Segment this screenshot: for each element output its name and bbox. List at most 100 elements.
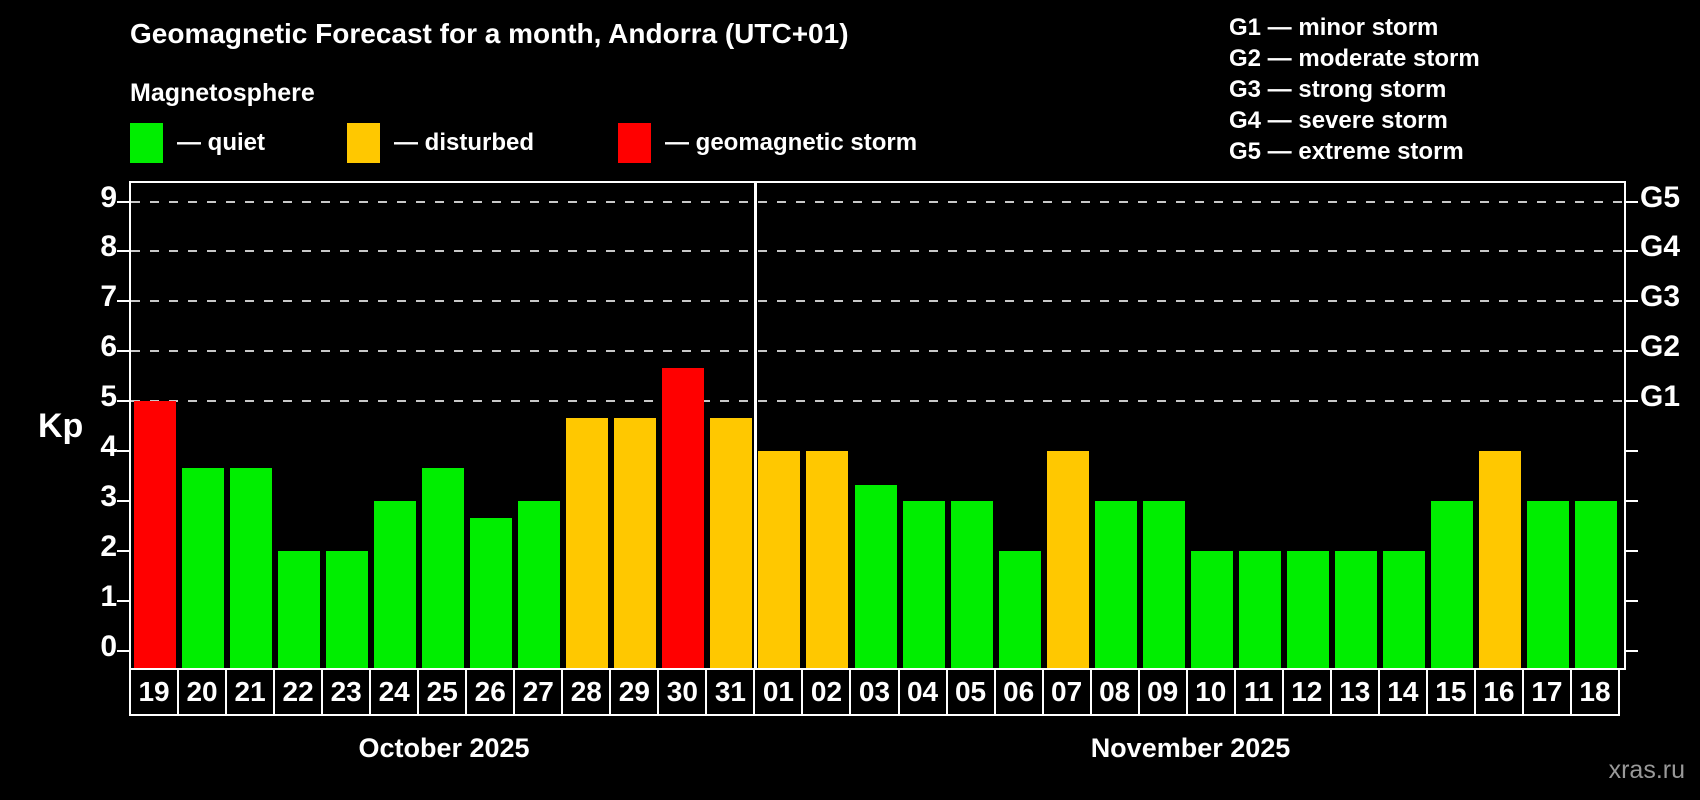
chart-title: Geomagnetic Forecast for a month, Andorr… (130, 18, 849, 49)
y-tick-label: 2 (100, 530, 117, 564)
y-axis-tick-right (1626, 550, 1638, 553)
y-axis-tick-left (117, 500, 129, 503)
y-tick-label: 7 (100, 280, 117, 314)
dashed-gridline-kp6 (131, 350, 1624, 353)
day-label: 22 (273, 668, 324, 716)
day-label: 27 (513, 668, 564, 716)
day-label: 02 (801, 668, 852, 716)
day-label: 04 (897, 668, 948, 716)
kp-bar-day-24 (374, 501, 417, 668)
y-axis-tick-left (117, 350, 129, 353)
kp-bar-day-17 (1526, 501, 1569, 668)
day-label: 16 (1473, 668, 1524, 716)
dashed-gridline-kp8 (131, 250, 1624, 253)
disturbed-color-swatch (347, 123, 380, 163)
kp-bar-day-14 (1382, 551, 1425, 668)
kp-bar-day-03 (854, 484, 897, 668)
g-scale-tick-label-g5: G5 (1640, 180, 1681, 214)
y-tick-label: 9 (100, 180, 117, 214)
y-tick-label: 8 (100, 230, 117, 264)
y-axis-tick-right (1626, 200, 1638, 203)
y-axis-tick-right (1626, 350, 1638, 353)
day-label: 01 (753, 668, 804, 716)
legend-item-disturbed: — disturbed (347, 121, 534, 165)
storm-scale-item-g4: G4 — severe storm (1229, 107, 1448, 134)
kp-bar-day-28 (566, 417, 609, 668)
kp-bar-day-23 (326, 551, 369, 668)
storm-scale-item-g3: G3 — strong storm (1229, 76, 1447, 103)
day-label: 07 (1041, 668, 1092, 716)
legend-label-storm: — geomagnetic storm (665, 129, 918, 156)
day-label: 24 (369, 668, 420, 716)
y-axis-tick-right (1626, 450, 1638, 453)
kp-bar-day-13 (1334, 551, 1377, 668)
y-axis-tick-left (117, 200, 129, 203)
day-label: 08 (1089, 668, 1140, 716)
y-axis-tick-right (1626, 400, 1638, 403)
storm-scale-item-g2: G2 — moderate storm (1229, 45, 1480, 72)
g-scale-tick-label-g2: G2 (1640, 330, 1681, 364)
y-tick-label: 6 (100, 330, 117, 364)
day-label: 12 (1281, 668, 1332, 716)
kp-bar-day-04 (902, 501, 945, 668)
day-label: 31 (705, 668, 756, 716)
month-label-november: November 2025 (1090, 733, 1291, 763)
legend-item-quiet: — quiet (130, 121, 265, 165)
day-label: 11 (1233, 668, 1284, 716)
kp-bar-day-30 (662, 367, 705, 668)
storm-scale-item-g5: G5 — extreme storm (1229, 138, 1464, 165)
dashed-gridline-kp5 (131, 400, 1624, 403)
g-scale-tick-label-g1: G1 (1640, 380, 1681, 414)
kp-bar-day-25 (422, 467, 465, 668)
y-axis-tick-left (117, 450, 129, 453)
plot-area (117, 181, 1638, 670)
kp-bar-day-01 (758, 451, 801, 668)
y-tick-label: 5 (100, 380, 117, 414)
day-label: 28 (561, 668, 612, 716)
kp-bar-day-26 (470, 517, 513, 668)
kp-bar-day-22 (278, 551, 321, 668)
kp-bar-day-10 (1190, 551, 1233, 668)
kp-bar-day-07 (1046, 451, 1089, 668)
storm-color-swatch (618, 123, 651, 163)
storm-scale-legend: G1 — minor storm G2 — moderate storm G3 … (1229, 12, 1480, 167)
day-label: 20 (177, 668, 228, 716)
day-label: 15 (1425, 668, 1476, 716)
kp-bar-day-29 (614, 417, 657, 668)
day-label: 30 (657, 668, 708, 716)
day-label: 10 (1185, 668, 1236, 716)
y-axis-tick-left (117, 650, 129, 652)
day-label: 23 (321, 668, 372, 716)
legend-label-disturbed: — disturbed (394, 129, 535, 156)
y-axis-tick-left (117, 300, 129, 303)
dashed-gridline-kp7 (131, 300, 1624, 303)
kp-bar-day-08 (1094, 501, 1137, 668)
day-label: 14 (1377, 668, 1428, 716)
kp-bar-day-05 (950, 501, 993, 668)
y-tick-label: 0 (100, 630, 117, 663)
legend-item-storm: — geomagnetic storm (618, 121, 917, 165)
y-tick-label: 1 (100, 580, 117, 614)
kp-axis-label: Kp (38, 407, 84, 445)
y-axis-tick-left (117, 600, 129, 603)
y-axis-tick-right (1626, 600, 1638, 603)
quiet-color-swatch (130, 123, 163, 163)
y-axis-tick-right (1626, 500, 1638, 503)
g-scale-tick-label-g3: G3 (1640, 280, 1681, 314)
kp-bar-day-18 (1574, 501, 1617, 668)
legend-label-quiet: — quiet (177, 129, 265, 156)
kp-bar-day-15 (1430, 501, 1473, 668)
kp-bar-day-06 (998, 551, 1041, 668)
day-label: 21 (225, 668, 276, 716)
month-divider (753, 183, 757, 668)
kp-bar-day-11 (1238, 551, 1281, 668)
month-label-october: October 2025 (358, 733, 530, 763)
dashed-gridline-kp9 (131, 200, 1624, 203)
day-label: 09 (1137, 668, 1188, 716)
y-axis-tick-left (117, 550, 129, 553)
day-label: 29 (609, 668, 660, 716)
chart-subtitle: Magnetosphere (130, 79, 315, 107)
y-axis-tick-left (117, 400, 129, 403)
kp-bar-day-16 (1478, 451, 1521, 668)
day-label: 13 (1329, 668, 1380, 716)
